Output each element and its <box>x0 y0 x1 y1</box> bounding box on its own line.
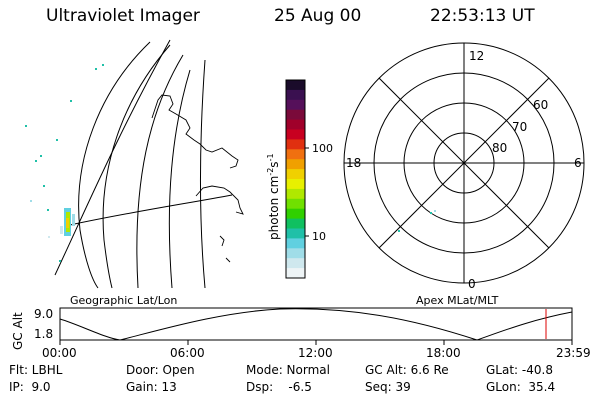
time-label: 22:53:13 UT <box>430 6 535 26</box>
color-bar-cells <box>286 80 305 279</box>
color-bar-cell <box>286 179 305 190</box>
color-bar: 100 10 photon cm-2s-1 <box>266 79 333 279</box>
map-caption: Geographic Lat/Lon <box>70 294 177 307</box>
info-glon: GLon: 35.4 <box>486 380 556 394</box>
altitude-ytick-high: 9.0 <box>34 307 53 321</box>
aurora-emission <box>60 208 75 236</box>
colorbar-unit-label: photon cm-2s-1 <box>266 153 281 240</box>
color-bar-cell <box>286 208 305 220</box>
color-bar-cell <box>286 169 305 180</box>
color-bar-cell <box>286 89 305 101</box>
color-bar-cell <box>286 129 305 140</box>
info-mode: Mode: Normal <box>246 363 330 377</box>
header: Ultraviolet Imager 25 Aug 00 22:53:13 UT <box>0 6 600 30</box>
color-bar-cell <box>286 228 305 239</box>
info-row-2: IP: 9.0 Gain: 13 Dsp: -6.5 Seq: 39 GLon:… <box>0 380 600 396</box>
color-bar-cell <box>286 149 305 160</box>
mlat-label-70: 70 <box>512 120 527 134</box>
mlt-label-18: 18 <box>346 156 361 170</box>
longitude-lines <box>78 41 206 289</box>
color-bar-cell <box>286 159 305 170</box>
color-bar-cell <box>286 109 305 121</box>
info-glat: GLat: -40.8 <box>486 363 553 377</box>
altitude-strip-frame <box>59 307 573 341</box>
info-gain: Gain: 13 <box>126 380 177 394</box>
color-bar-cell <box>286 99 305 111</box>
colorbar-tick-high-label: 100 <box>312 142 333 155</box>
altitude-xtick-2: 12:00 <box>298 346 333 360</box>
info-flt: Flt: LBHL <box>9 363 63 377</box>
altitude-xtick-3: 18:00 <box>426 346 461 360</box>
color-bar-cell <box>286 258 305 269</box>
mlt-label-0: 0 <box>468 277 476 291</box>
color-bar-cell <box>286 139 305 150</box>
color-bar-cell <box>286 238 305 249</box>
date-label: 25 Aug 00 <box>274 6 362 26</box>
info-door: Door: Open <box>126 363 195 377</box>
mlt-label-6: 6 <box>574 156 582 170</box>
polar-speckles <box>398 210 436 232</box>
color-bar-cell <box>286 248 305 259</box>
polar-plot <box>343 42 585 284</box>
altitude-ylabel: GC Alt <box>11 312 25 350</box>
coastlines <box>151 94 244 263</box>
colorbar-tick-low-label: 10 <box>312 230 326 243</box>
altitude-ytick-low: 1.8 <box>34 327 53 341</box>
info-panel: Flt: LBHL Door: Open Mode: Normal GC Alt… <box>0 363 600 400</box>
color-bar-cell <box>286 198 305 210</box>
info-row-1: Flt: LBHL Door: Open Mode: Normal GC Alt… <box>0 363 600 379</box>
mlt-label-12: 12 <box>469 49 484 63</box>
info-gc-alt: GC Alt: 6.6 Re <box>365 363 449 377</box>
altitude-xticks <box>59 340 573 345</box>
color-bar-cell <box>286 80 305 91</box>
altitude-xtick-4: 23:59 <box>556 346 591 360</box>
altitude-xtick-0: 00:00 <box>42 346 77 360</box>
color-bar-frame <box>285 79 306 279</box>
mlat-label-80: 80 <box>492 141 507 155</box>
instrument-title: Ultraviolet Imager <box>46 6 200 26</box>
geographic-map <box>25 39 244 289</box>
info-ip: IP: 9.0 <box>9 380 51 394</box>
polar-caption: Apex MLat/MLT <box>416 294 499 307</box>
polar-diagonal-2 <box>378 77 550 249</box>
polar-labels: 12 18 6 0 60 70 80 <box>346 49 582 291</box>
noise-speckles <box>25 64 104 262</box>
color-bar-cell <box>286 188 305 200</box>
mlat-label-60: 60 <box>533 98 548 112</box>
color-bar-cell <box>286 119 305 130</box>
altitude-strip: GC Alt 9.0 1.8 00:00 06:00 12:00 18:00 2… <box>11 307 591 360</box>
altitude-xtick-1: 06:00 <box>170 346 205 360</box>
color-bar-cell <box>286 268 305 279</box>
info-dsp: Dsp: -6.5 <box>246 380 312 394</box>
color-bar-cell <box>286 218 305 229</box>
latitude-lines <box>54 39 233 276</box>
altitude-curve <box>59 308 573 341</box>
info-seq: Seq: 39 <box>365 380 411 394</box>
